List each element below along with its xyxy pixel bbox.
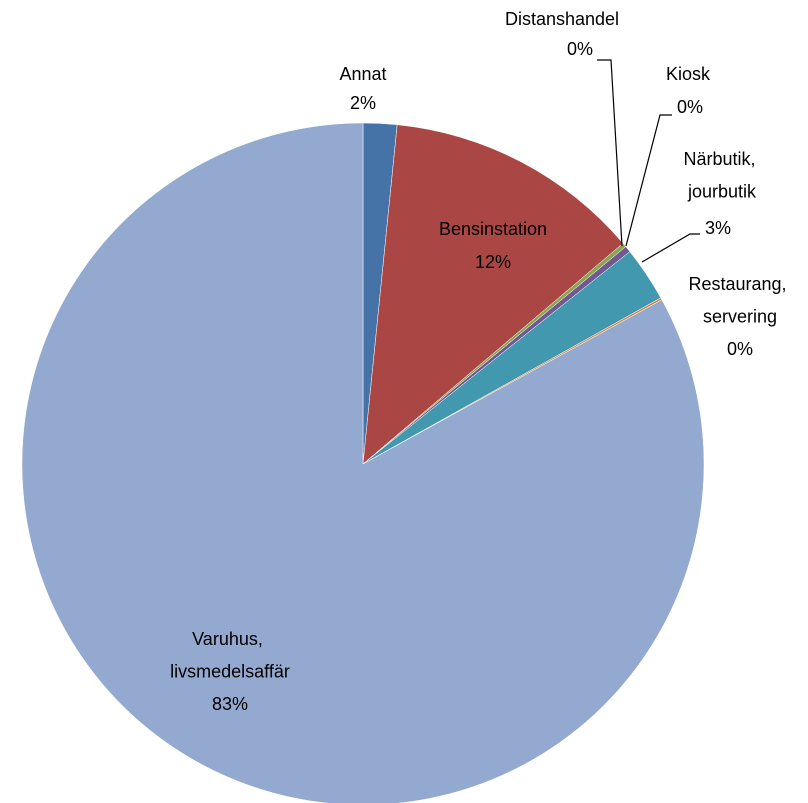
- value-label: 0%: [727, 339, 753, 359]
- category-label: Restaurang, servering: [688, 274, 791, 327]
- pie-slice: [362, 124, 624, 465]
- value-label: 0%: [677, 97, 703, 117]
- category-label: Annat: [339, 64, 386, 84]
- leader-line: [597, 59, 623, 247]
- value-label: 12%: [475, 252, 511, 272]
- value-label: 2%: [350, 93, 376, 113]
- category-label: Närbutik, jourbutik: [683, 149, 760, 202]
- category-label: Distanshandel: [505, 9, 619, 29]
- value-label: 0%: [567, 39, 593, 59]
- leader-line: [641, 233, 700, 263]
- pie-slice: [21, 122, 705, 803]
- category-label: Bensinstation: [439, 219, 547, 239]
- value-label: 3%: [705, 218, 731, 238]
- slices: [21, 122, 705, 803]
- leader-line: [625, 114, 672, 247]
- category-label: Kiosk: [666, 64, 711, 84]
- value-label: 83%: [212, 694, 248, 714]
- category-label: Varuhus, livsmedelsaffär: [170, 629, 290, 682]
